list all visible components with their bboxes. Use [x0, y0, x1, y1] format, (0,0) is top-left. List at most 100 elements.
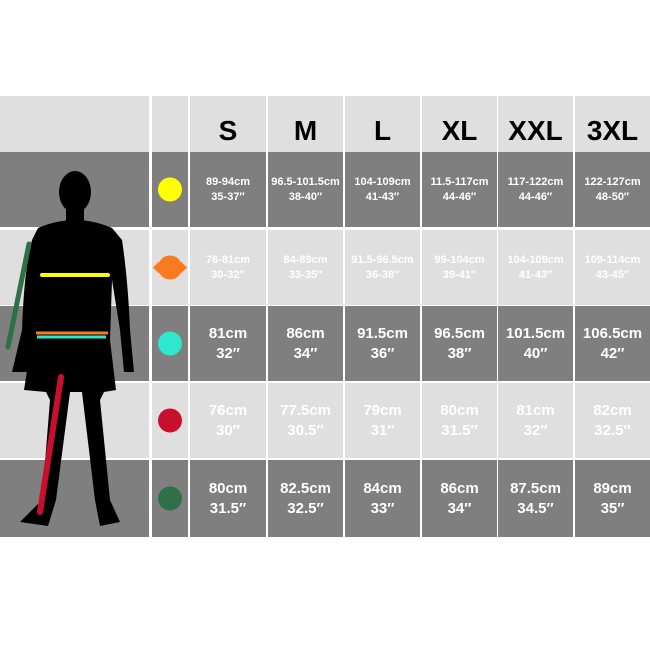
inch-value: 34.5″: [517, 499, 554, 517]
measurement-cell: 76-81cm 30-32″: [190, 230, 266, 305]
measurement-cell: 80cm 31.5″: [422, 383, 497, 458]
measurement-cell: 89cm 35″: [575, 460, 650, 537]
cm-value: 106.5cm: [582, 324, 643, 342]
inch-value: 32.5″: [287, 499, 324, 517]
cm-value: 109-114cm: [584, 253, 641, 266]
arm-line: [5, 241, 32, 350]
cm-value: 96.5cm: [434, 324, 485, 342]
measurement-cell: 91.5-96.5cm 36-38″: [345, 230, 420, 305]
cm-value: 82.5cm: [280, 479, 331, 497]
inch-value: 33″: [370, 499, 395, 517]
inch-value: 41-43″: [518, 268, 553, 281]
inch-value: 35″: [600, 499, 625, 517]
figure-column-band: [0, 460, 149, 537]
cm-value: 81cm: [208, 324, 248, 342]
size-header: 3XL: [575, 96, 650, 158]
inch-value: 38-40″: [288, 190, 323, 203]
inch-value: 31″: [370, 421, 395, 439]
measurement-cell: 101.5cm 40″: [498, 306, 573, 381]
inch-value: 32.5″: [594, 421, 631, 439]
inch-value: 36-38″: [365, 268, 400, 281]
measurement-cell: 11.5-117cm 44-46″: [422, 152, 497, 227]
inch-value: 48-50″: [595, 190, 630, 203]
measurement-cell: 81cm 32″: [190, 306, 266, 381]
inch-value: 35-37″: [211, 190, 245, 203]
measurement-cell: 91.5cm 36″: [345, 306, 420, 381]
measurement-cell: 84cm 33″: [345, 460, 420, 537]
cm-value: 84-89cm: [283, 253, 328, 266]
inch-value: 30-32″: [211, 268, 245, 281]
cm-value: 87.5cm: [510, 479, 561, 497]
inch-value: 31.5″: [441, 421, 478, 439]
cm-value: 82cm: [593, 401, 632, 419]
measurement-cell: 109-114cm 43-45″: [575, 230, 650, 305]
cm-value: 89-94cm: [205, 175, 251, 188]
inch-value: 34″: [293, 344, 318, 362]
cm-value: 117-122cm: [507, 175, 564, 188]
cm-value: 84cm: [363, 479, 402, 497]
measurement-cell: 89-94cm 35-37″: [190, 152, 266, 227]
cm-value: 104-109cm: [354, 175, 411, 188]
measurement-cell: 104-109cm 41-43″: [345, 152, 420, 227]
cm-value: 86cm: [286, 324, 325, 342]
cm-value: 104-109cm: [507, 253, 564, 266]
cm-value: 77.5cm: [280, 401, 331, 419]
inch-value: 42″: [600, 344, 625, 362]
measurement-cell: 96.5-101.5cm 38-40″: [268, 152, 343, 227]
measurement-cell: 104-109cm 41-43″: [498, 230, 573, 305]
size-header: XXL: [498, 96, 573, 158]
cm-value: 76cm: [208, 401, 248, 419]
measurement-cell: 87.5cm 34.5″: [498, 460, 573, 537]
inch-value: 30.5″: [287, 421, 324, 439]
cm-value: 76-81cm: [205, 253, 251, 266]
cm-value: 81cm: [516, 401, 555, 419]
inch-value: 32″: [216, 344, 240, 362]
cm-value: 101.5cm: [505, 324, 566, 342]
cm-value: 11.5-117cm: [430, 175, 489, 188]
inch-value: 32″: [523, 421, 548, 439]
cm-value: 79cm: [363, 401, 402, 419]
cm-value: 96.5-101.5cm: [271, 175, 340, 188]
header-icon-blank: [152, 96, 188, 158]
inch-value: 34″: [447, 499, 472, 517]
orange-arrow-dot-icon: [158, 255, 182, 280]
measurement-cell: 82cm 32.5″: [575, 383, 650, 458]
measurement-cell: 86cm 34″: [268, 306, 343, 381]
red-dot-icon: [158, 408, 182, 433]
measurement-cell: 106.5cm 42″: [575, 306, 650, 381]
inch-value: 40″: [523, 344, 548, 362]
cm-value: 91.5cm: [357, 324, 408, 342]
green-dot-icon: [158, 486, 182, 511]
cm-value: 91.5-96.5cm: [351, 253, 414, 266]
cm-value: 122-127cm: [584, 175, 641, 188]
size-header: XL: [422, 96, 497, 158]
measurement-cell: 81cm 32″: [498, 383, 573, 458]
inch-value: 30″: [216, 421, 240, 439]
inch-value: 43-45″: [595, 268, 630, 281]
inch-value: 41-43″: [365, 190, 400, 203]
inch-value: 44-46″: [442, 190, 477, 203]
cm-value: 89cm: [593, 479, 632, 497]
inch-value: 38″: [447, 344, 472, 362]
measurement-cell: 96.5cm 38″: [422, 306, 497, 381]
header-blank: [0, 96, 149, 158]
silhouette-icon: [12, 171, 134, 526]
inch-value: 39-41″: [442, 268, 477, 281]
measurement-cell: 86cm 34″: [422, 460, 497, 537]
inch-value: 36″: [370, 344, 395, 362]
inch-value: 44-46″: [518, 190, 553, 203]
measurement-cell: 79cm 31″: [345, 383, 420, 458]
figure-column-band: [0, 383, 149, 458]
measurement-cell: 84-89cm 33-35″: [268, 230, 343, 305]
size-header: M: [268, 96, 343, 158]
measurement-cell: 80cm 31.5″: [190, 460, 266, 537]
cm-value: 80cm: [440, 401, 479, 419]
measurement-cell: 117-122cm 44-46″: [498, 152, 573, 227]
measurement-cell: 122-127cm 48-50″: [575, 152, 650, 227]
measurement-cell: 99-104cm 39-41″: [422, 230, 497, 305]
yellow-dot-icon: [158, 177, 182, 202]
size-header: S: [190, 96, 266, 158]
cm-value: 99-104cm: [434, 253, 485, 266]
